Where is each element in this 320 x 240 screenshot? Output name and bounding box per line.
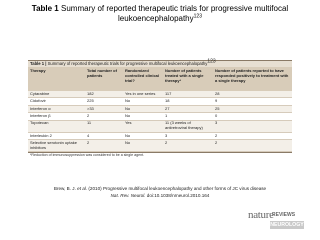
table-row: Selective serotonin uptake inhibitors 2 No…: [28, 139, 292, 153]
table-cell: 1: [163, 112, 213, 121]
table-cell: 117: [163, 91, 213, 99]
table-cell: >33: [85, 105, 123, 114]
caption-label: Table 1 |: [30, 61, 47, 66]
citation-doi: doi:10.1038/nrneurol.2010.164: [146, 192, 210, 198]
column-header: Total number of patients: [85, 67, 123, 91]
table-cell: No: [123, 105, 163, 114]
table-cell: 3: [163, 132, 213, 141]
title-text: Summary of reported therapeutic trials f…: [61, 4, 289, 23]
table-row: Cytarabine 182 Yes in one series 117 28: [28, 91, 292, 99]
table-figure: Table 1 | Summary of reported therapeuti…: [28, 58, 292, 158]
column-header: Randomized controlled clinical trial?: [123, 67, 163, 91]
table-row: Interleukin 2 4 No 3 2: [28, 132, 292, 141]
table-cell: 2: [213, 132, 292, 141]
journal-logo: nature REVIEWS NEUROLOGY: [248, 210, 304, 234]
table-cell: Cidofovir: [28, 97, 85, 106]
table-cell: Interferon α: [28, 105, 85, 114]
table-footnote: *Reduction of immunosuppression was cons…: [28, 152, 292, 158]
citation-authors: Brew, B. J.: [53, 186, 76, 191]
table-cell: 2: [85, 112, 123, 121]
logo-line: REVIEWS: [272, 212, 296, 218]
table-cell: Selective serotonin uptake inhibitors: [28, 139, 85, 153]
table-cell: 2: [85, 139, 123, 153]
table-cell: Topotecan: [28, 120, 85, 133]
table-body: Cytarabine 182 Yes in one series 117 28 Cidof…: [28, 91, 292, 153]
citation-line: Brew, B. J. et al. (2010) Progressive mu…: [20, 186, 300, 193]
logo-brand: nature: [248, 209, 274, 221]
title-ref: 123: [193, 13, 202, 20]
citation-rest: (2010) Progressive multifocal leukoencep…: [88, 186, 267, 191]
table-cell: 25: [213, 105, 292, 114]
table-cell: No: [123, 97, 163, 106]
slide-title: Table 1 Summary of reported therapeutic …: [20, 4, 300, 24]
table-cell: 11: [85, 120, 123, 133]
table-cell: No: [123, 132, 163, 141]
table-cell: Interleukin 2: [28, 132, 85, 141]
table-cell: No: [123, 112, 163, 121]
table-cell: 2: [163, 139, 213, 153]
table-cell: 27: [163, 105, 213, 114]
caption-ref: 123: [207, 58, 216, 65]
table-cell: 4: [85, 132, 123, 141]
title-label: Table 1: [31, 4, 59, 13]
table-cell: Cytarabine: [28, 91, 85, 99]
caption-text: Summary of reported therapeutic trials f…: [47, 61, 208, 66]
table-cell: 0: [213, 112, 292, 121]
table-cell: 18: [163, 97, 213, 106]
table-row: Interferon α >33 No 27 25: [28, 105, 292, 114]
table-cell: Yes in one series: [123, 91, 163, 99]
table-cell: Yes: [123, 120, 163, 133]
logo-sub: NEUROLOGY: [270, 221, 304, 229]
citation-line: Nat. Rev. Neurol. doi:10.1038/nrneurol.2…: [20, 193, 300, 200]
citation: Brew, B. J. et al. (2010) Progressive mu…: [20, 186, 300, 199]
table-caption: Table 1 | Summary of reported therapeuti…: [28, 58, 292, 67]
header-row: Therapy Total number of patients Randomize…: [28, 67, 292, 91]
table-cell: No: [123, 139, 163, 153]
column-header: Number of patients reported to have resp…: [213, 67, 292, 91]
citation-etal: et al.: [77, 186, 88, 191]
table-row: Topotecan 11 Yes 11 (3 weeks of antiretrovi…: [28, 120, 292, 133]
citation-journal: Nat. Rev. Neurol.: [110, 192, 146, 198]
table-row: Interferon β 2 No 1 0: [28, 112, 292, 121]
table-cell: Interferon β: [28, 112, 85, 121]
table-cell: 3: [213, 120, 292, 133]
table-cell: 182: [85, 91, 123, 99]
table-cell: 9: [213, 97, 292, 106]
table-cell: 28: [213, 91, 292, 99]
table-row: Cidofovir 225 No 18 9: [28, 97, 292, 106]
column-header: Therapy: [28, 67, 85, 91]
trials-table: Therapy Total number of patients Randomize…: [28, 67, 292, 153]
table-cell: 225: [85, 97, 123, 106]
table-cell: 2: [213, 139, 292, 153]
column-header: Number of patients treated with a single…: [163, 67, 213, 91]
table-cell: 11 (3 weeks of antiretroviral therapy): [163, 120, 213, 133]
